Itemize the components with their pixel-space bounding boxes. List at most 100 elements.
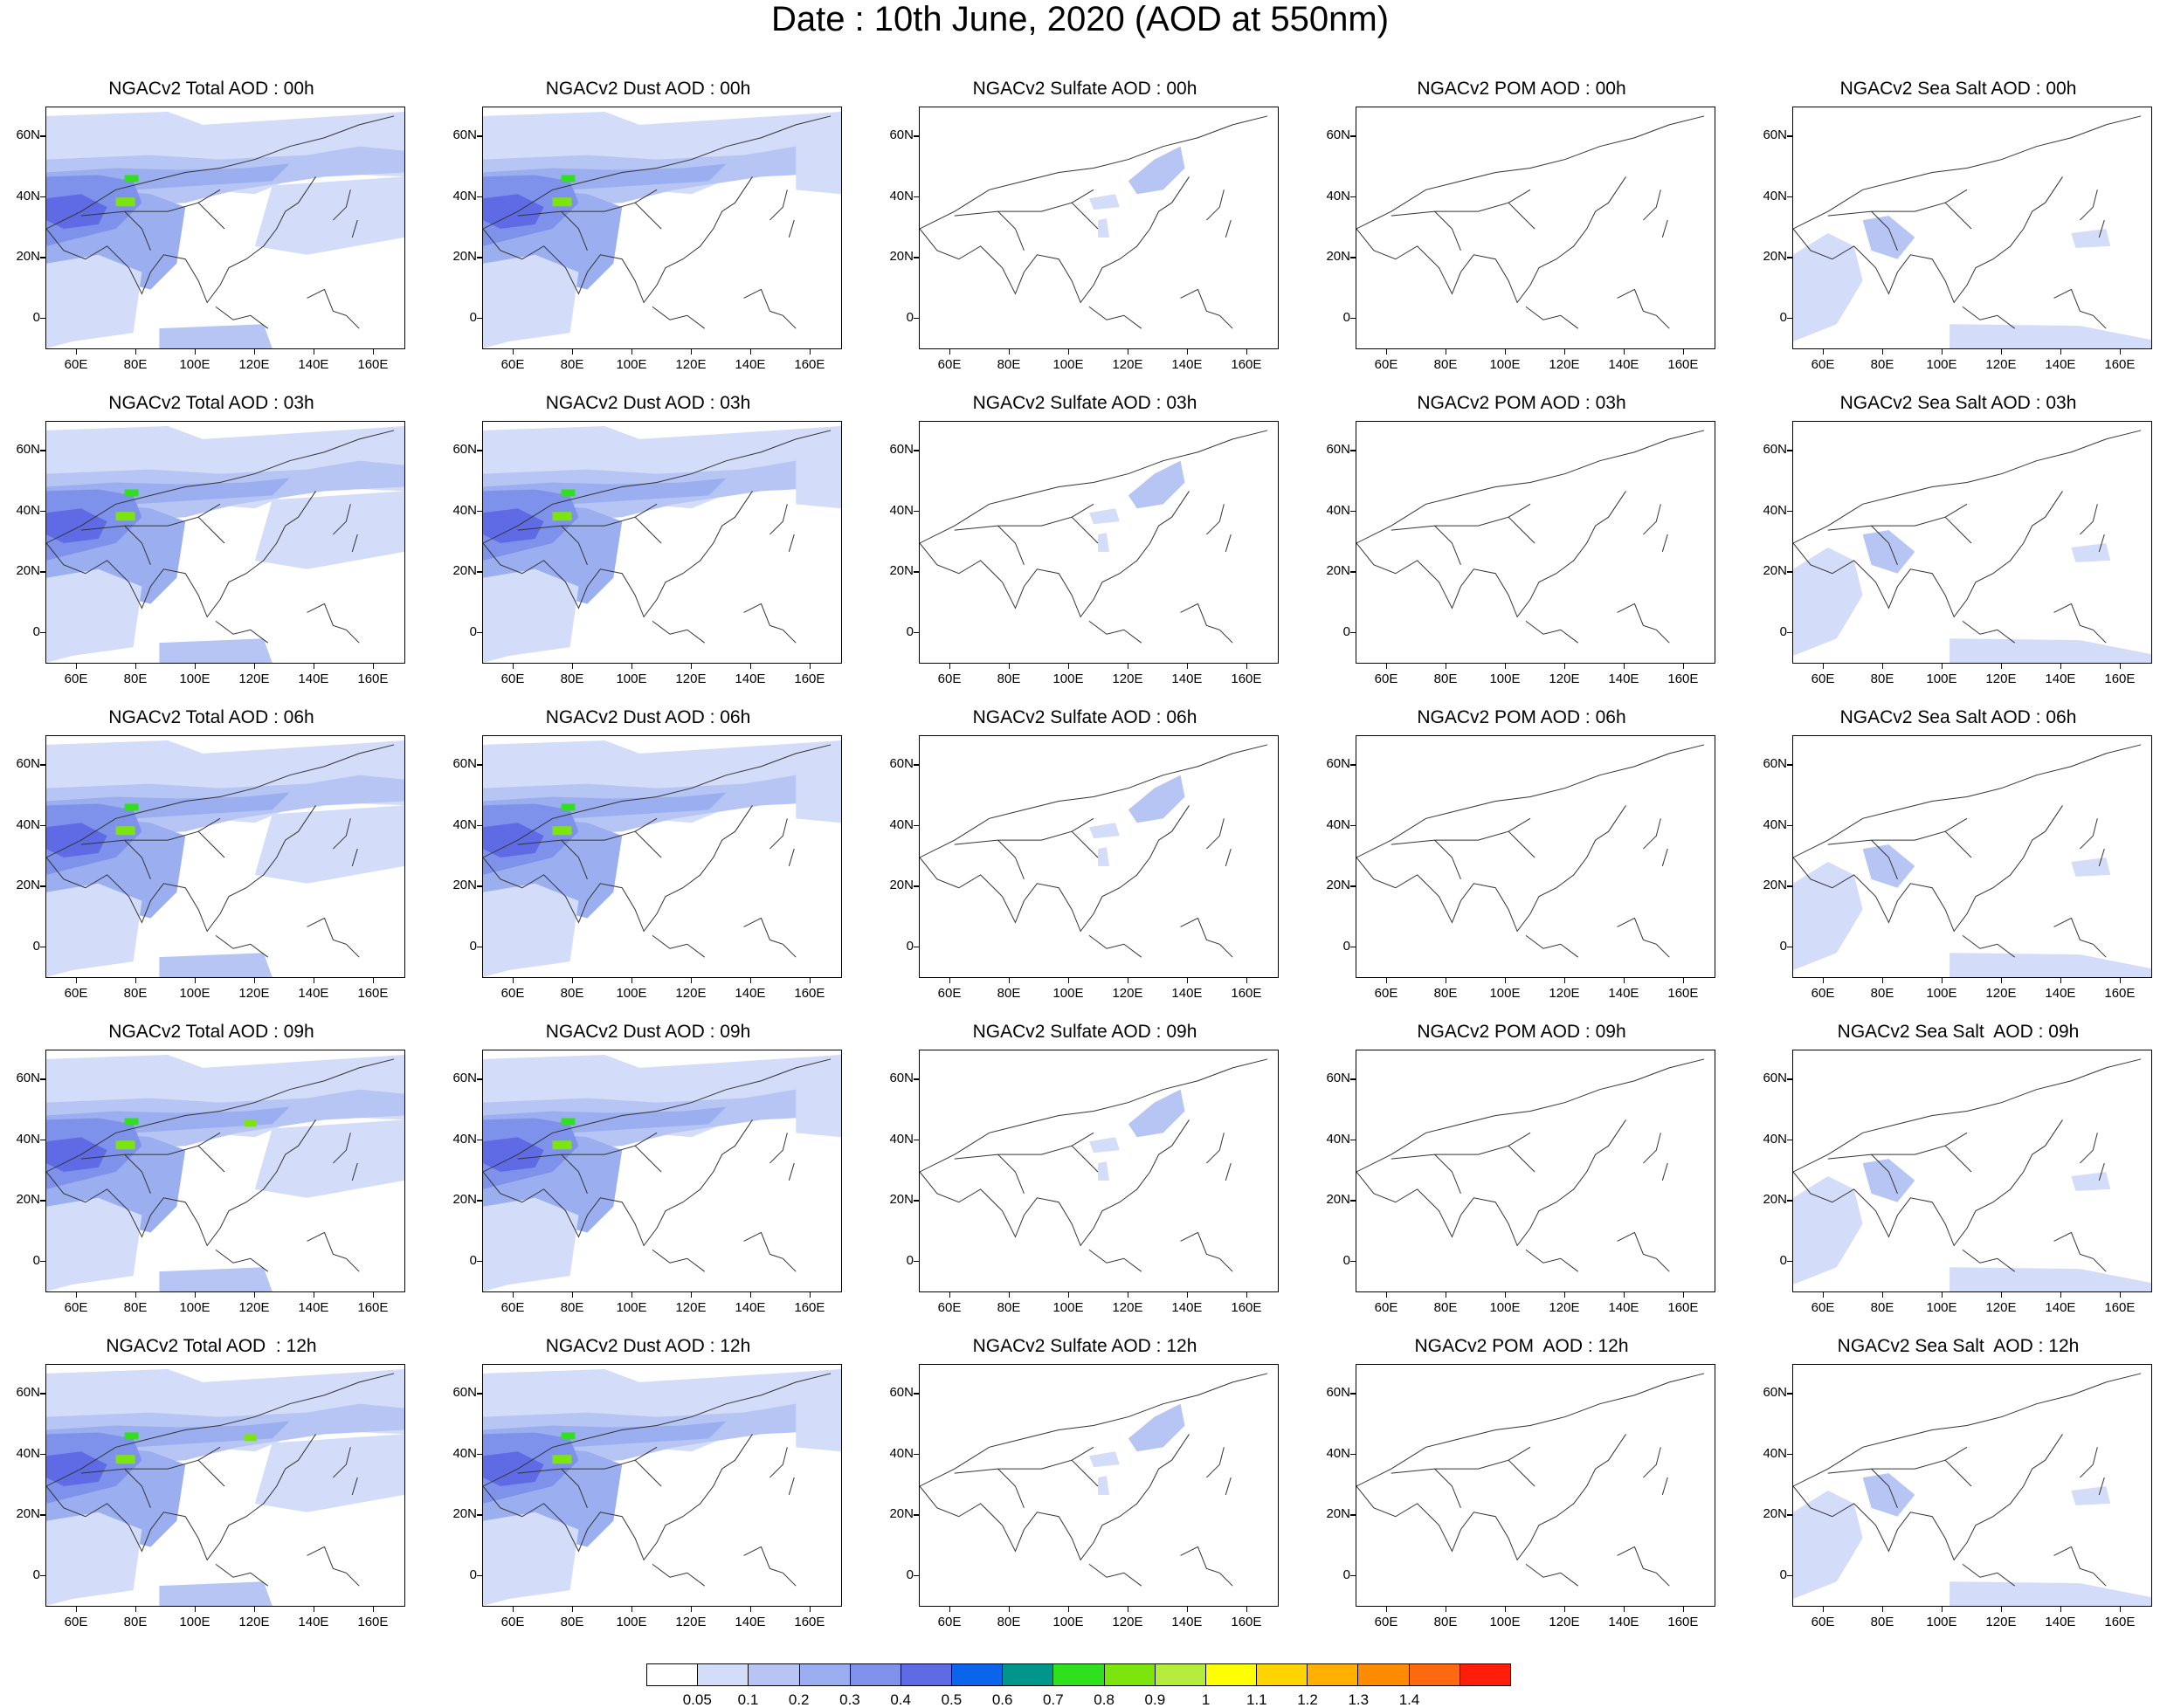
longitude-tick xyxy=(1882,664,1884,669)
longitude-label: 120E xyxy=(238,357,270,372)
latitude-tick xyxy=(914,510,919,513)
colorbar-label: 1.2 xyxy=(1297,1691,1318,1708)
map-area xyxy=(1792,1050,2152,1292)
map-panel-seasalt-2: NGACv2 Sea Salt AOD : 06h 60N 40N 20N 0 60E 8… xyxy=(1749,707,2160,1013)
latitude-label: 40N xyxy=(889,1445,914,1461)
longitude-label: 100E xyxy=(179,357,210,372)
longitude-tick xyxy=(1246,978,1248,983)
longitude-tick xyxy=(1682,1292,1685,1298)
longitude-tick xyxy=(749,349,752,355)
latitude-tick xyxy=(914,885,919,887)
longitude-label: 160E xyxy=(357,357,389,372)
latitude-label: 20N xyxy=(1326,563,1350,579)
longitude-tick xyxy=(1009,1292,1011,1298)
latitude-label: 0 xyxy=(469,309,477,325)
map-area xyxy=(1356,1364,1715,1607)
longitude-tick xyxy=(1386,664,1388,669)
map-panel-total-0: NGACv2 Total AOD : 00h 60N 40N 20N 0 60E 80E 1… xyxy=(2,79,421,384)
longitude-label: 140E xyxy=(2045,357,2076,372)
latitude-tick xyxy=(1787,510,1792,513)
latitude-label: 20N xyxy=(16,563,40,579)
longitude-label: 60E xyxy=(1811,357,1835,372)
latitude-label: 20N xyxy=(1326,249,1350,265)
longitude-label: 80E xyxy=(560,1300,584,1315)
longitude-label: 100E xyxy=(616,1615,647,1629)
longitude-label: 60E xyxy=(64,357,88,372)
panel-title: NGACv2 Sulfate AOD : 03h xyxy=(972,393,1197,413)
latitude-label: 20N xyxy=(1326,1506,1350,1522)
longitude-tick xyxy=(1682,349,1685,355)
panel-title: NGACv2 POM AOD : 03h xyxy=(1417,393,1626,413)
map-area xyxy=(1356,735,1715,978)
latitude-tick xyxy=(40,450,45,451)
longitude-label: 140E xyxy=(2045,671,2076,686)
latitude-tick xyxy=(914,196,919,198)
longitude-label: 120E xyxy=(1985,986,2017,1001)
latitude-label: 0 xyxy=(1342,1567,1350,1582)
colorbar-swatch xyxy=(1053,1664,1105,1685)
colorbar-label: 1 xyxy=(1201,1691,1211,1708)
longitude-label: 120E xyxy=(1549,1615,1580,1629)
map-graphic xyxy=(46,1050,404,1291)
latitude-tick xyxy=(477,196,482,198)
longitude-tick xyxy=(76,1292,78,1298)
longitude-label: 140E xyxy=(735,357,766,372)
latitude-tick xyxy=(1787,824,1792,827)
longitude-label: 100E xyxy=(1052,1300,1084,1315)
latitude-label: 60N xyxy=(452,127,477,143)
latitude-label: 40N xyxy=(1763,188,1787,203)
latitude-label: 60N xyxy=(1763,1385,1787,1401)
latitude-label: 20N xyxy=(1763,563,1787,579)
map-graphic xyxy=(1793,1373,2151,1606)
longitude-tick xyxy=(2060,1607,2062,1612)
latitude-tick xyxy=(914,1260,919,1263)
map-panel-seasalt-3: NGACv2 Sea Salt AOD : 09h 60N 40N 20N 0 60E 8… xyxy=(1749,1022,2160,1327)
map-graphic xyxy=(483,1050,841,1291)
longitude-tick xyxy=(2119,1292,2122,1298)
longitude-label: 140E xyxy=(735,986,766,1001)
longitude-tick xyxy=(749,1607,752,1612)
map-area xyxy=(482,107,842,349)
panel-title: NGACv2 Sulfate AOD : 00h xyxy=(972,79,1197,99)
longitude-tick xyxy=(372,978,375,983)
longitude-label: 60E xyxy=(500,1615,525,1629)
map-panel-dust-4: NGACv2 Dust AOD : 12h 60N 40N 20N 0 60E 80E 10… xyxy=(438,1336,858,1642)
longitude-tick xyxy=(631,664,633,669)
longitude-tick xyxy=(2060,1292,2062,1298)
latitude-tick xyxy=(1787,1393,1792,1395)
longitude-tick xyxy=(1882,1607,1884,1612)
longitude-label: 140E xyxy=(2045,1300,2076,1315)
longitude-tick xyxy=(1009,664,1011,669)
colorbar-label: 0.4 xyxy=(890,1691,911,1708)
latitude-label: 60N xyxy=(16,756,40,772)
latitude-label: 20N xyxy=(16,1192,40,1208)
latitude-label: 60N xyxy=(452,442,477,458)
longitude-tick xyxy=(1823,1607,1825,1612)
longitude-tick xyxy=(1067,349,1070,355)
longitude-tick xyxy=(1563,1292,1566,1298)
longitude-label: 120E xyxy=(675,357,707,372)
panel-title: NGACv2 Sulfate AOD : 12h xyxy=(972,1336,1197,1356)
longitude-tick xyxy=(513,1292,514,1298)
longitude-tick xyxy=(690,1607,693,1612)
latitude-tick xyxy=(1350,1514,1356,1516)
latitude-tick xyxy=(1350,510,1356,513)
map-graphic xyxy=(920,430,1268,644)
longitude-label: 100E xyxy=(179,986,210,1001)
longitude-tick xyxy=(1067,1607,1070,1612)
panel-title: NGACv2 Dust AOD : 12h xyxy=(545,1336,751,1356)
map-graphic xyxy=(920,115,1268,329)
longitude-label: 80E xyxy=(123,671,148,686)
longitude-tick xyxy=(1009,978,1011,983)
map-panel-total-1: NGACv2 Total AOD : 03h 60N 40N 20N 0 60E 80E 1… xyxy=(2,393,421,699)
map-graphic xyxy=(920,1058,1268,1272)
latitude-label: 40N xyxy=(889,1131,914,1147)
longitude-label: 120E xyxy=(238,1615,270,1629)
longitude-label: 60E xyxy=(1374,671,1398,686)
longitude-label: 80E xyxy=(1870,1300,1894,1315)
longitude-label: 140E xyxy=(2045,1615,2076,1629)
map-area xyxy=(45,1364,405,1607)
map-area xyxy=(1356,107,1715,349)
latitude-label: 0 xyxy=(32,938,40,954)
latitude-label: 40N xyxy=(1763,816,1787,832)
